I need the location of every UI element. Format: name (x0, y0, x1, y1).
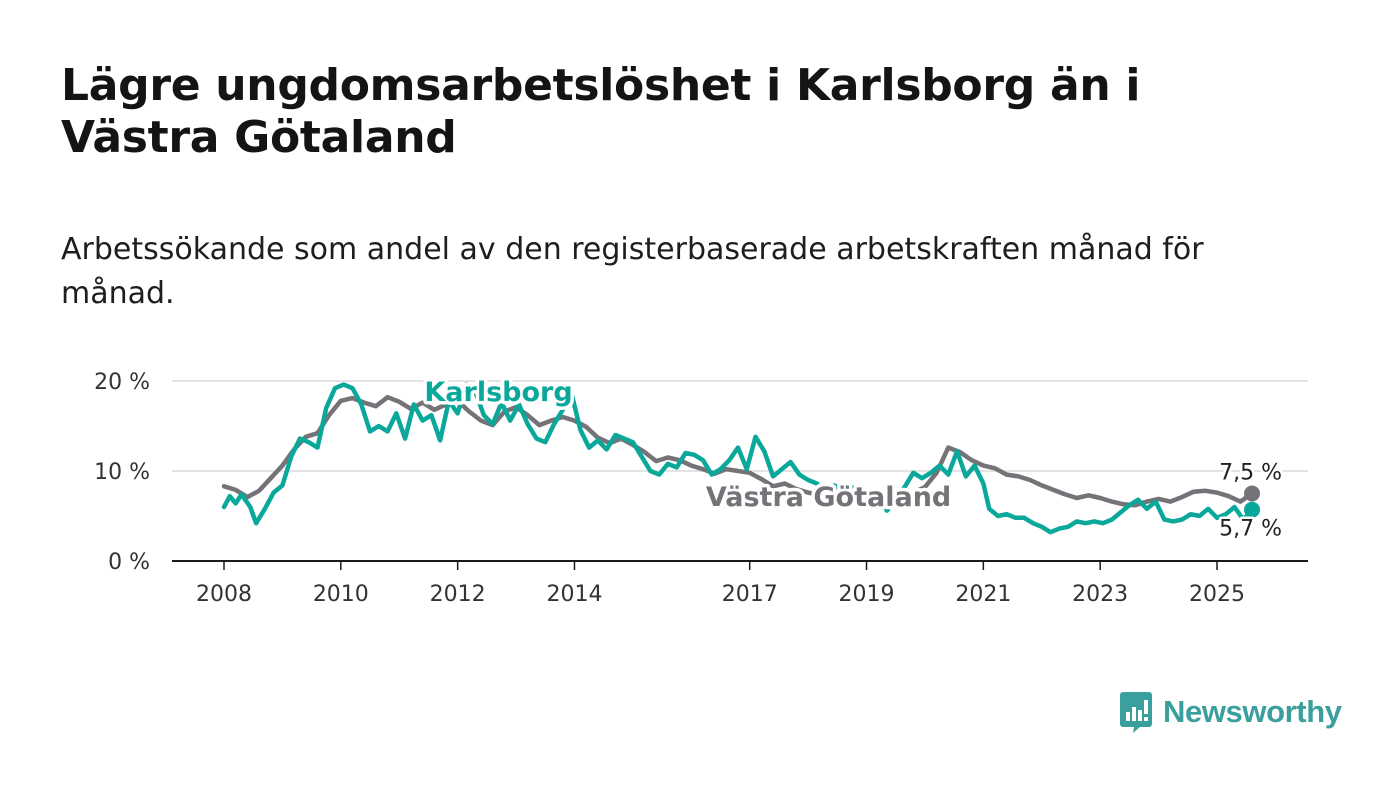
end-value-label-karlsborg: 5,7 % (1219, 517, 1282, 542)
newsworthy-logo: Newsworthy (1119, 690, 1342, 734)
end-value-label-vastra-gotaland: 7,5 % (1219, 461, 1282, 486)
x-tick-label: 2017 (722, 582, 778, 607)
series-end-marker-karlsborg (1244, 501, 1261, 518)
y-tick-label: 10 % (94, 460, 150, 485)
x-tick-label: 2008 (196, 582, 252, 607)
y-tick-label: 0 % (108, 550, 150, 575)
x-tick-label: 2012 (430, 582, 486, 607)
x-tick-label: 2025 (1189, 582, 1245, 607)
x-tick-label: 2023 (1072, 582, 1128, 607)
series-end-marker-vastra-gotaland (1244, 485, 1261, 502)
y-tick-label: 20 % (94, 370, 150, 395)
x-tick-label: 2021 (955, 582, 1011, 607)
x-tick-label: 2014 (546, 582, 602, 607)
page-subtitle: Arbetssökande som andel av den registerb… (61, 232, 1204, 311)
series-layer (221, 382, 1261, 535)
series-label-karlsborg: Karlsborg (424, 377, 572, 408)
page-title: Lägre ungdomsarbetslöshet i Karlsborg än… (61, 60, 1141, 163)
series-line-vastra-gotaland (221, 394, 1255, 508)
x-tick-label: 2010 (313, 582, 369, 607)
axis-layer: 0 % 10 % 20 % 2008 2010 2012 2014 2017 2019 2021 2… (94, 370, 1308, 607)
x-tick-label: 2019 (839, 582, 895, 607)
newsworthy-logo-icon (1120, 692, 1152, 733)
series-line-karlsborg (221, 382, 1255, 535)
brand-name: Newsworthy (1163, 694, 1342, 729)
series-label-vastra-gotaland: Västra Götaland (706, 482, 951, 513)
label-layer: Västra Götaland Karlsborg 7,5 % 5,7 % (421, 373, 1285, 544)
